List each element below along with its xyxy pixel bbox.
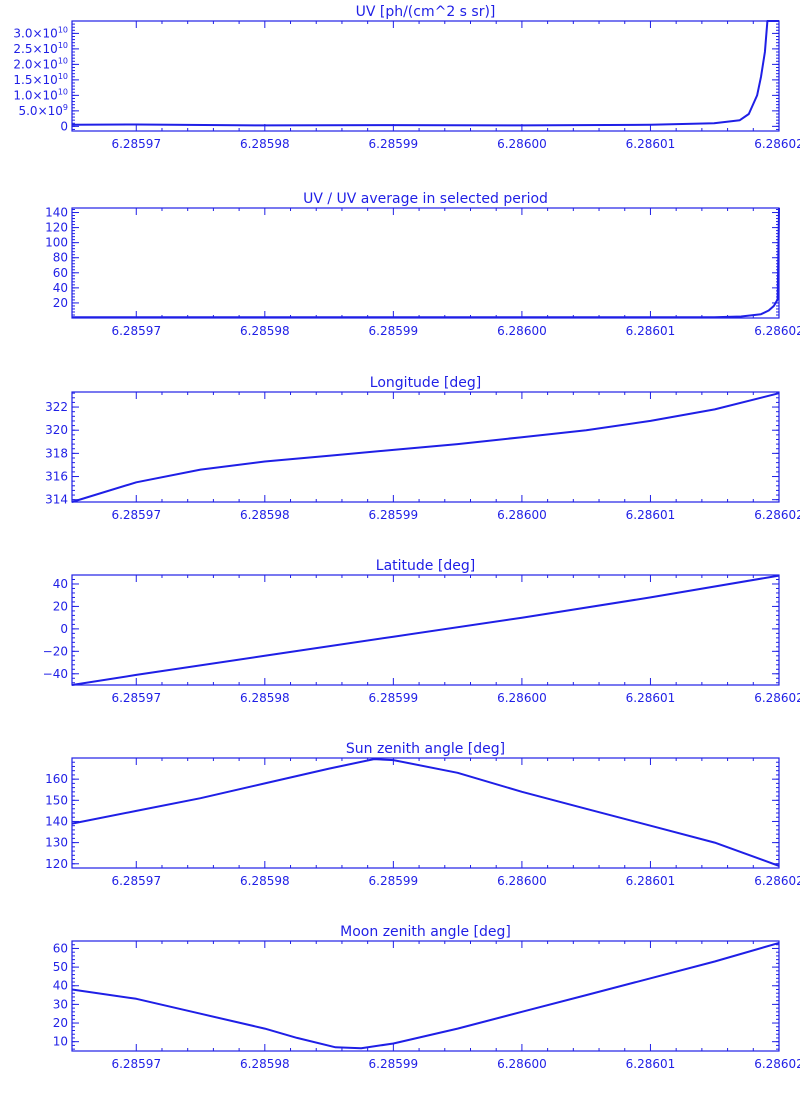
chart4-latitude-y-tick-label: 20	[53, 599, 68, 613]
chart3-longitude-x-tick-label: 6.28598	[240, 508, 290, 522]
chart6-moon-zenith-angle-y-tick-label: 10	[53, 1035, 68, 1049]
chart6-moon-zenith-angle-y-tick-label: 60	[53, 941, 68, 955]
chart3-longitude-y-tick-label: 316	[45, 470, 68, 484]
chart2-uv-uv-average-in-selected-period-y-tick-label: 100	[45, 236, 68, 250]
chart1-uv-series-line	[71, 20, 779, 127]
chart1-uv-plot-frame	[71, 20, 780, 132]
chart4-latitude-x-tick-label: 6.28599	[369, 691, 419, 705]
chart1-uv-title: UV [ph/(cm^2 s sr)]	[356, 4, 496, 20]
chart5-sun-zenith-angle-x-tick-label: 6.28602	[754, 874, 800, 888]
chart5-sun-zenith-angle-plot-frame	[71, 757, 780, 869]
chart4-latitude-x-tick-label: 6.28600	[497, 691, 547, 705]
chart5-sun-zenith-angle-x-tick-label: 6.28597	[111, 874, 161, 888]
chart6-moon-zenith-angle-y-tick-label: 30	[53, 997, 68, 1011]
chart4-latitude-series-line	[71, 574, 780, 686]
chart6-moon-zenith-angle-plot-frame	[71, 940, 780, 1052]
chart2-uv-uv-average-in-selected-period-y-tick-label: 40	[53, 281, 68, 295]
chart2-uv-uv-average-in-selected-period-x-tick-label: 6.28597	[111, 324, 161, 338]
chart5-sun-zenith-angle-title: Sun zenith angle [deg]	[346, 741, 505, 757]
chart3-longitude: Longitude [deg] 6.28597 6.28598 6.28599 6.28…	[45, 375, 800, 522]
chart4-latitude-x-tick-label: 6.28602	[754, 691, 800, 705]
chart2-uv-uv-average-in-selected-period-y-tick-label: 20	[53, 296, 68, 310]
chart2-uv-uv-average-in-selected-period-plot-frame	[71, 207, 780, 319]
chart5-sun-zenith-angle-y-tick-label: 120	[45, 857, 68, 871]
chart4-latitude: Latitude [deg] 6.28597 6.28598 6.28599 6.286…	[43, 558, 800, 705]
chart3-longitude-x-tick-label: 6.28600	[497, 508, 547, 522]
chart2-uv-uv-average-in-selected-period-y-tick-label: 60	[53, 266, 68, 280]
chart3-longitude-title: Longitude [deg]	[370, 375, 481, 391]
chart1-uv-y-tick-label: 3.0×1010	[13, 25, 68, 40]
chart2-uv-uv-average-in-selected-period-title: UV / UV average in selected period	[303, 191, 548, 207]
chart2-uv-uv-average-in-selected-period-x-tick-label: 6.28600	[497, 324, 547, 338]
chart4-latitude-y-tick-label: 40	[53, 577, 68, 591]
chart1-uv-y-tick-label: 0	[60, 119, 68, 133]
chart6-moon-zenith-angle-title: Moon zenith angle [deg]	[340, 924, 511, 940]
chart1-uv-y-tick-label: 1.0×1010	[13, 87, 68, 102]
chart5-sun-zenith-angle-y-tick-label: 160	[45, 772, 68, 786]
chart6-moon-zenith-angle-x-tick-label: 6.28598	[240, 1057, 290, 1071]
chart3-longitude-y-tick-label: 320	[45, 423, 68, 437]
chart1-uv-y-tick-label: 2.0×1010	[13, 56, 68, 71]
chart2-uv-uv-average-in-selected-period-y-tick-label: 80	[53, 251, 68, 265]
chart2-uv-uv-average-in-selected-period-x-tick-label: 6.28601	[626, 324, 676, 338]
chart4-latitude-x-tick-label: 6.28601	[626, 691, 676, 705]
chart2-uv-uv-average-in-selected-period-y-tick-label: 140	[45, 206, 68, 220]
chart4-latitude-y-tick-label: 0	[60, 622, 68, 636]
chart2-uv-uv-average-in-selected-period-x-tick-label: 6.28598	[240, 324, 290, 338]
chart4-latitude-y-tick-label: −20	[43, 644, 68, 658]
chart5-sun-zenith-angle-y-tick-label: 150	[45, 793, 68, 807]
chart5-sun-zenith-angle-series-line	[71, 758, 780, 867]
chart2-uv-uv-average-in-selected-period: UV / UV average in selected period 6.2859…	[45, 191, 800, 338]
chart1-uv-x-tick-label: 6.28600	[497, 137, 547, 151]
chart4-latitude-title: Latitude [deg]	[376, 558, 475, 574]
chart5-sun-zenith-angle: Sun zenith angle [deg] 6.28597 6.28598 6.28…	[45, 741, 800, 888]
chart3-longitude-y-tick-label: 322	[45, 400, 68, 414]
chart3-longitude-series-line	[71, 392, 780, 503]
chart2-uv-uv-average-in-selected-period-y-tick-label: 120	[45, 221, 68, 235]
chart1-uv-x-tick-label: 6.28598	[240, 137, 290, 151]
chart1-uv-y-tick-label: 1.5×1010	[13, 72, 68, 87]
chart6-moon-zenith-angle-x-tick-label: 6.28600	[497, 1057, 547, 1071]
chart1-uv-y-tick-label: 5.0×109	[18, 103, 68, 118]
chart2-uv-uv-average-in-selected-period-series-line	[72, 207, 780, 319]
chart3-longitude-y-tick-label: 314	[45, 493, 68, 507]
chart3-longitude-x-tick-label: 6.28602	[754, 508, 800, 522]
chart6-moon-zenith-angle-y-tick-label: 20	[53, 1016, 68, 1030]
chart4-latitude-plot-frame	[71, 574, 780, 686]
chart1-uv: UV [ph/(cm^2 s sr)] 6.28597 6.28598 6.28599…	[13, 4, 800, 151]
chart6-moon-zenith-angle-y-tick-label: 50	[53, 960, 68, 974]
chart5-sun-zenith-angle-x-tick-label: 6.28599	[369, 874, 419, 888]
chart2-uv-uv-average-in-selected-period-x-tick-label: 6.28602	[754, 324, 800, 338]
chart4-latitude-y-tick-label: −40	[43, 667, 68, 681]
chart6-moon-zenith-angle-y-tick-label: 40	[53, 979, 68, 993]
chart5-sun-zenith-angle-x-tick-label: 6.28600	[497, 874, 547, 888]
chart3-longitude-x-tick-label: 6.28601	[626, 508, 676, 522]
chart5-sun-zenith-angle-x-tick-label: 6.28601	[626, 874, 676, 888]
chart4-latitude-x-tick-label: 6.28597	[111, 691, 161, 705]
chart5-sun-zenith-angle-x-tick-label: 6.28598	[240, 874, 290, 888]
chart6-moon-zenith-angle-x-tick-label: 6.28601	[626, 1057, 676, 1071]
chart6-moon-zenith-angle-x-tick-label: 6.28597	[111, 1057, 161, 1071]
chart1-uv-x-tick-label: 6.28602	[754, 137, 800, 151]
chart6-moon-zenith-angle: Moon zenith angle [deg] 6.28597 6.28598 6.2…	[53, 924, 800, 1071]
chart5-sun-zenith-angle-y-tick-label: 140	[45, 814, 68, 828]
chart3-longitude-x-tick-label: 6.28597	[111, 508, 161, 522]
chart6-moon-zenith-angle-series-line	[71, 941, 780, 1050]
chart5-sun-zenith-angle-y-tick-label: 130	[45, 836, 68, 850]
chart3-longitude-plot-frame	[71, 391, 780, 503]
chart3-longitude-y-tick-label: 318	[45, 446, 68, 460]
chart1-uv-y-tick-label: 2.5×1010	[13, 41, 68, 56]
chart6-moon-zenith-angle-x-tick-label: 6.28602	[754, 1057, 800, 1071]
chart3-longitude-x-tick-label: 6.28599	[369, 508, 419, 522]
chart6-moon-zenith-angle-x-tick-label: 6.28599	[369, 1057, 419, 1071]
chart1-uv-x-tick-label: 6.28597	[111, 137, 161, 151]
chart2-uv-uv-average-in-selected-period-x-tick-label: 6.28599	[369, 324, 419, 338]
chart4-latitude-x-tick-label: 6.28598	[240, 691, 290, 705]
chart1-uv-x-tick-label: 6.28601	[626, 137, 676, 151]
chart1-uv-x-tick-label: 6.28599	[369, 137, 419, 151]
